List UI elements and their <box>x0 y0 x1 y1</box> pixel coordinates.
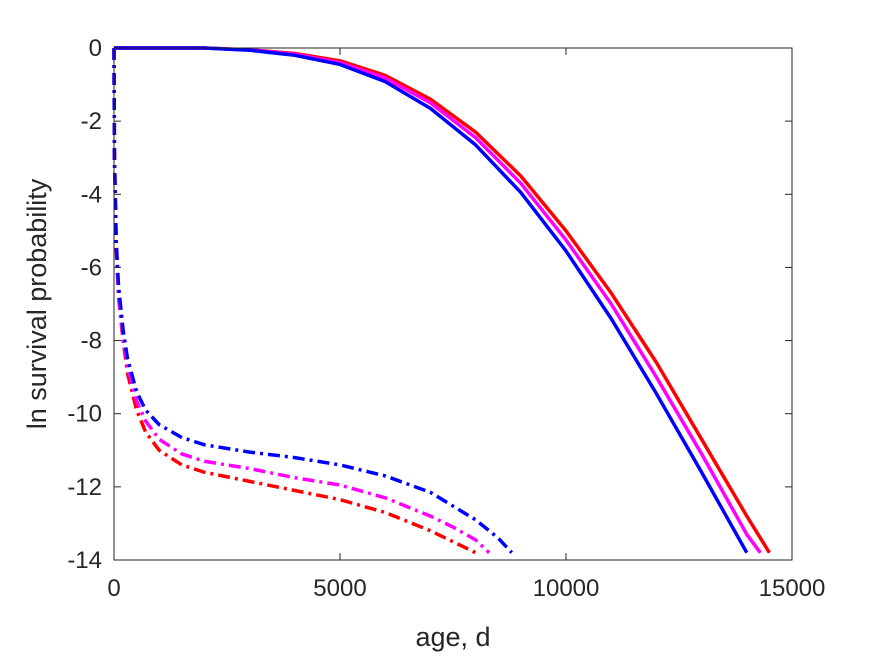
axes-layer: 0 5000 10000 15000 0 -2 -4 -6 -8 -10 -12 -14 <box>67 35 825 602</box>
series-line-4 <box>112 47 477 555</box>
x-tick-label: 0 <box>107 575 120 602</box>
y-tick-label: -6 <box>81 254 102 281</box>
x-tick-label: 5000 <box>313 575 366 602</box>
y-tick-label: -12 <box>67 474 102 501</box>
series-line-5 <box>112 47 491 554</box>
y-tick-label: 0 <box>89 35 102 62</box>
x-tick-label: 10000 <box>533 575 600 602</box>
y-tick-label: -4 <box>81 181 102 208</box>
plot-area <box>114 48 792 560</box>
y-tick-label: -14 <box>67 547 102 574</box>
x-axis-label: age, d <box>415 622 490 652</box>
y-tick-label: -2 <box>81 108 102 135</box>
y-tick-label: -8 <box>81 328 102 355</box>
series-layer <box>112 46 771 555</box>
y-axis-label: ln survival probability <box>22 178 52 429</box>
axes-frame <box>113 47 793 561</box>
series-line-6 <box>112 47 514 554</box>
y-tick-label: -10 <box>67 401 102 428</box>
plot-background <box>114 48 792 560</box>
x-tick-label: 15000 <box>759 575 826 602</box>
series-line-3 <box>114 46 749 554</box>
